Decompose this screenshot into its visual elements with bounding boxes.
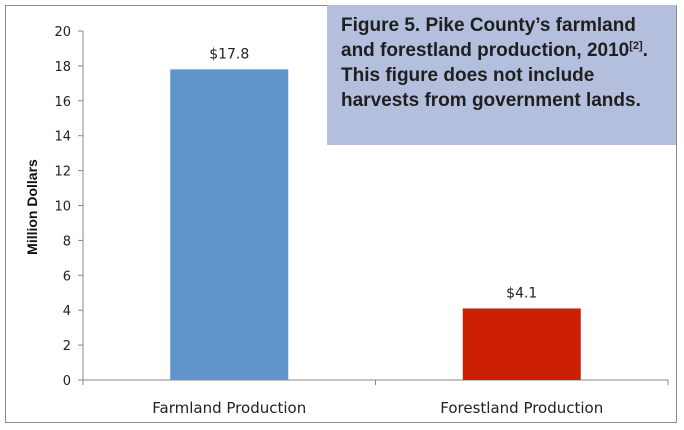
- caption-rest: . This figure does not include harvests …: [341, 40, 648, 111]
- caption-reference: [2]: [629, 40, 643, 52]
- caption-main: Figure 5. Pike County’s farmland and for…: [341, 15, 636, 61]
- bar-farmland-production: [170, 69, 289, 380]
- figure-caption: Figure 5. Pike County’s farmland and for…: [327, 5, 676, 145]
- y-tick-label: 4: [63, 304, 71, 319]
- y-axis: 0 2 4 6 8 10 12 14 16 18 20: [54, 25, 84, 389]
- y-tick-label: 6: [63, 269, 71, 284]
- bar-forestland-production: [462, 308, 581, 380]
- x-axis: Farmland Production Forestland Production: [82, 379, 669, 417]
- y-tick-label: 10: [54, 200, 71, 215]
- y-tick-label: 2: [63, 339, 71, 354]
- y-tick-label: 18: [54, 60, 71, 75]
- data-label: $17.8: [209, 46, 249, 62]
- category-label: Forestland Production: [440, 399, 603, 417]
- y-tick-label: 12: [54, 165, 71, 180]
- category-label: Farmland Production: [152, 399, 306, 417]
- y-axis-title: Million Dollars: [24, 159, 40, 255]
- y-tick-label: 14: [54, 130, 71, 145]
- data-label: $4.1: [506, 285, 537, 301]
- y-tick-label: 8: [63, 234, 71, 249]
- bars: $17.8 $4.1: [170, 46, 581, 380]
- y-tick-label: 0: [63, 374, 71, 389]
- y-tick-label: 16: [54, 95, 71, 110]
- y-tick-label: 20: [54, 25, 71, 40]
